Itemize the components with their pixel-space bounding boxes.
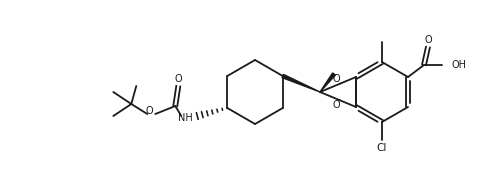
Polygon shape xyxy=(282,74,320,92)
Polygon shape xyxy=(320,73,335,92)
Text: O: O xyxy=(145,106,153,116)
Text: Cl: Cl xyxy=(377,143,387,153)
Text: OH: OH xyxy=(452,60,467,70)
Text: O: O xyxy=(332,100,340,110)
Text: O: O xyxy=(424,35,432,45)
Text: O: O xyxy=(174,74,182,84)
Text: NH: NH xyxy=(178,113,193,123)
Text: O: O xyxy=(332,74,340,84)
